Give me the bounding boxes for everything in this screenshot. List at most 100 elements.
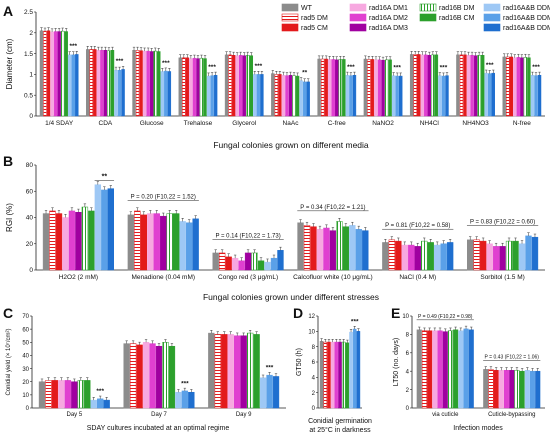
bar: [316, 229, 324, 271]
significance-label: **: [302, 69, 308, 76]
bar: [231, 257, 239, 271]
significance-label: ***: [347, 64, 355, 71]
y-tick-label: 2: [312, 391, 316, 397]
stats-label: P = 0.34 (F10,22 = 1.21): [300, 205, 365, 211]
y-tick-label: 2: [29, 30, 33, 37]
bar: [440, 243, 447, 271]
bar: [246, 55, 250, 117]
bar: [491, 72, 495, 117]
bar: [135, 50, 140, 117]
bar: [352, 74, 357, 117]
bar: [345, 74, 350, 117]
bar: [234, 335, 241, 409]
bar: [225, 256, 232, 271]
bar: [473, 239, 480, 271]
legend-swatch: [483, 23, 501, 32]
legend-label: rad16A DM2: [369, 15, 408, 22]
bar: [349, 225, 356, 271]
bar: [281, 74, 286, 117]
bar: [502, 56, 506, 117]
bar: [251, 252, 258, 271]
bar: [498, 370, 504, 409]
bar: [520, 57, 524, 117]
category-label: NH4Cl: [420, 120, 440, 127]
bar: [192, 57, 197, 117]
bar: [57, 31, 61, 117]
bar: [97, 398, 104, 409]
category-label: Congo red (3 μg/mL): [218, 274, 278, 281]
significance-label: ***: [255, 63, 263, 70]
bar: [62, 217, 69, 271]
bar: [504, 370, 510, 409]
bar: [160, 71, 164, 117]
bar: [147, 213, 154, 271]
panel-a-xlabel: Fungal colonies grown on different media: [213, 140, 369, 150]
bar: [329, 230, 337, 271]
category-label: NaCl (0.4 M): [399, 274, 436, 281]
bar: [153, 213, 160, 271]
category-label: NaNO2: [372, 120, 394, 127]
bar: [338, 59, 343, 117]
bar: [235, 55, 239, 117]
significance-label: ***: [440, 64, 448, 71]
category-label: 1/4 SDAY: [45, 120, 74, 127]
bar: [51, 380, 59, 409]
bar: [297, 222, 304, 271]
bar: [488, 73, 492, 117]
bar: [302, 81, 307, 117]
category-label: NH4NO3: [462, 120, 489, 127]
bar: [374, 59, 378, 117]
bar: [212, 252, 219, 271]
legend-swatch: [281, 23, 299, 32]
bar: [75, 212, 82, 271]
bar: [160, 215, 167, 271]
bar: [427, 242, 434, 271]
bar: [199, 57, 204, 117]
bar: [179, 221, 186, 271]
bar: [256, 74, 261, 117]
bar: [427, 330, 433, 409]
y-tick-label: 70: [22, 314, 29, 320]
bar: [134, 210, 141, 271]
bar: [46, 30, 51, 117]
bar: [467, 239, 474, 271]
y-tick-label: 12: [308, 314, 315, 320]
legend-label: rad16A&B DDM2: [503, 15, 550, 22]
legend-label: rad16B CM: [439, 15, 475, 22]
bar: [438, 75, 442, 117]
legend-swatch: [281, 13, 299, 22]
bar: [484, 72, 488, 117]
significance-label: ***: [393, 64, 401, 71]
category-label: Menadione (0.04 mM): [131, 274, 195, 281]
y-tick-label: 40: [22, 354, 29, 360]
bar: [381, 60, 385, 117]
bar: [295, 75, 300, 117]
bar: [129, 343, 137, 409]
bar: [71, 381, 78, 409]
y-tick-label: 2.5: [24, 9, 33, 16]
bar: [238, 260, 245, 271]
bar: [100, 50, 104, 117]
bar: [395, 240, 402, 271]
bar: [45, 380, 52, 409]
y-tick-label: 60: [22, 327, 29, 333]
bar: [414, 246, 421, 271]
bar: [110, 50, 115, 117]
bar: [327, 59, 332, 117]
bar: [260, 74, 264, 117]
y-tick-label: 8: [406, 333, 410, 339]
bar: [277, 250, 284, 271]
bar: [49, 210, 56, 271]
bar: [516, 57, 521, 117]
bar: [355, 229, 363, 271]
bar: [488, 369, 494, 409]
legend-label: rad16A&B DDM1: [503, 5, 550, 12]
bar: [382, 242, 389, 271]
significance-label: ***: [96, 388, 104, 395]
bar: [142, 342, 150, 409]
bar: [342, 226, 350, 271]
category-label: Day 9: [236, 412, 252, 418]
panel-c-xlabel: SDAY cultures incubated at an optimal re…: [87, 425, 230, 432]
bar: [349, 331, 353, 409]
